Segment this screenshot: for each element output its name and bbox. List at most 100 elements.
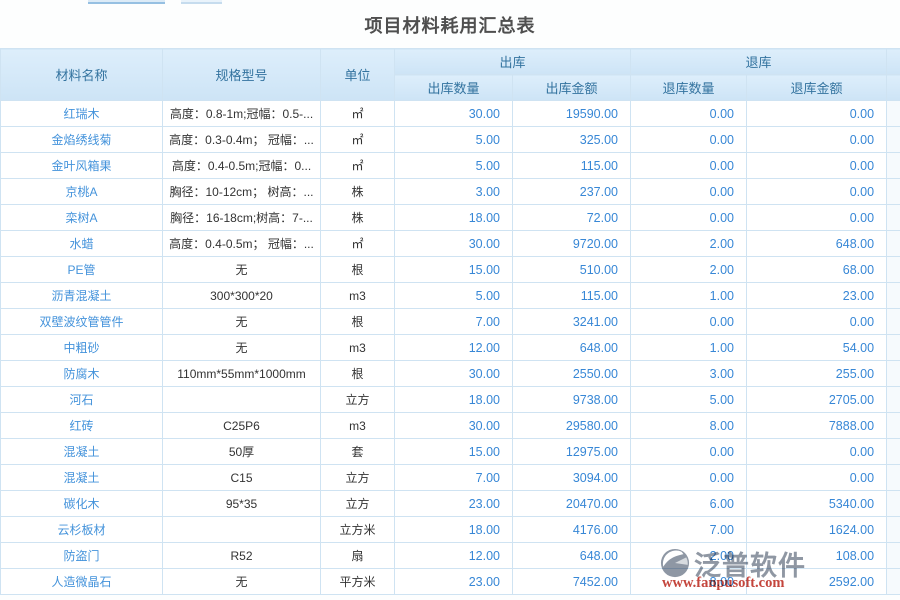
- table-row: 云杉板材 立方米 18.00 4176.00 7.00 1624.00: [0, 516, 900, 543]
- column-header-spec: 规格型号: [162, 48, 321, 101]
- table-row: 栾树A 胸径：16-18cm;树高：7-... 株 18.00 72.00 0.…: [0, 204, 900, 231]
- outbound-amount-cell: 9720.00: [511, 230, 632, 257]
- column-header-return-amount: 退库金额: [746, 74, 888, 101]
- material-summary-table: 材料名称 规格型号 单位 出库 退库 出库数量 出库金额 退库数量 退库金额 红…: [0, 48, 900, 595]
- return-amount-cell: 23.00: [746, 282, 888, 309]
- return-qty-cell: 0.00: [630, 308, 748, 335]
- return-amount-cell: 108.00: [746, 542, 888, 569]
- extra-cut-cell: [886, 178, 900, 205]
- column-header-extra-cut: [886, 48, 900, 75]
- extra-cut-cell: [886, 152, 900, 179]
- outbound-qty-cell: 12.00: [394, 334, 513, 361]
- unit-cell: ㎡: [320, 100, 395, 127]
- outbound-qty-cell: 23.00: [394, 490, 513, 517]
- table-row: 京桃A 胸径：10-12cm； 树高：... 株 3.00 237.00 0.0…: [0, 178, 900, 205]
- material-name-link[interactable]: 混凝土: [0, 438, 163, 465]
- outbound-amount-cell: 3094.00: [511, 464, 632, 491]
- outbound-qty-cell: 7.00: [394, 308, 513, 335]
- column-group-outbound: 出库: [393, 48, 632, 75]
- column-header-extra-cut: [886, 74, 900, 101]
- return-qty-cell: 0.00: [630, 178, 748, 205]
- outbound-amount-cell: 20470.00: [511, 490, 632, 517]
- table-row: 红瑞木 高度：0.8-1m;冠幅：0.5-... ㎡ 30.00 19590.0…: [0, 100, 900, 127]
- return-amount-cell: 7888.00: [746, 412, 888, 439]
- material-name-link[interactable]: 碳化木: [0, 490, 163, 517]
- material-name-link[interactable]: 金叶风箱果: [0, 152, 163, 179]
- extra-cut-cell: [886, 516, 900, 543]
- outbound-amount-cell: 325.00: [511, 126, 632, 153]
- column-header-outbound-amount: 出库金额: [511, 74, 632, 101]
- extra-cut-cell: [886, 412, 900, 439]
- column-header-return-qty: 退库数量: [630, 74, 748, 101]
- outbound-qty-cell: 30.00: [394, 360, 513, 387]
- return-qty-cell: 0.00: [630, 438, 748, 465]
- material-name-link[interactable]: 金焰绣线菊: [0, 126, 163, 153]
- material-name-link[interactable]: PE管: [0, 256, 163, 283]
- outbound-qty-cell: 30.00: [394, 412, 513, 439]
- spec-cell: [162, 516, 321, 543]
- table-row: 红砖 C25P6 m3 30.00 29580.00 8.00 7888.00: [0, 412, 900, 439]
- material-name-link[interactable]: 沥青混凝土: [0, 282, 163, 309]
- spec-cell: 高度：0.4-0.5m;冠幅：0...: [162, 152, 321, 179]
- outbound-amount-cell: 19590.00: [511, 100, 632, 127]
- return-qty-cell: 0.00: [630, 464, 748, 491]
- outbound-qty-cell: 15.00: [394, 256, 513, 283]
- return-amount-cell: 0.00: [746, 204, 888, 231]
- material-name-link[interactable]: 水蜡: [0, 230, 163, 257]
- outbound-qty-cell: 7.00: [394, 464, 513, 491]
- extra-cut-cell: [886, 438, 900, 465]
- table-row: 人造微晶石 无 平方米 23.00 7452.00 8.00 2592.00: [0, 568, 900, 595]
- unit-cell: 立方: [320, 386, 395, 413]
- material-name-link[interactable]: 红砖: [0, 412, 163, 439]
- extra-cut-cell: [886, 126, 900, 153]
- extra-cut-cell: [886, 256, 900, 283]
- material-name-link[interactable]: 混凝土: [0, 464, 163, 491]
- spec-cell: 无: [162, 308, 321, 335]
- table-row: 防腐木 110mm*55mm*1000mm 根 30.00 2550.00 3.…: [0, 360, 900, 387]
- table-row: 中粗砂 无 m3 12.00 648.00 1.00 54.00: [0, 334, 900, 361]
- outbound-qty-cell: 18.00: [394, 386, 513, 413]
- table-row: 双壁波纹管管件 无 根 7.00 3241.00 0.00 0.00: [0, 308, 900, 335]
- return-qty-cell: 0.00: [630, 126, 748, 153]
- table-row: 碳化木 95*35 立方 23.00 20470.00 6.00 5340.00: [0, 490, 900, 517]
- extra-cut-cell: [886, 568, 900, 595]
- outbound-qty-cell: 30.00: [394, 100, 513, 127]
- spec-cell: 高度：0.8-1m;冠幅：0.5-...: [162, 100, 321, 127]
- outbound-qty-cell: 5.00: [394, 126, 513, 153]
- return-amount-cell: 2592.00: [746, 568, 888, 595]
- toolbar-button-partial-1[interactable]: [88, 0, 165, 4]
- spec-cell: C25P6: [162, 412, 321, 439]
- toolbar-button-partial-2[interactable]: [181, 0, 222, 4]
- unit-cell: 平方米: [320, 568, 395, 595]
- material-name-link[interactable]: 京桃A: [0, 178, 163, 205]
- extra-cut-cell: [886, 230, 900, 257]
- material-name-link[interactable]: 栾树A: [0, 204, 163, 231]
- spec-cell: 50厚: [162, 438, 321, 465]
- return-qty-cell: 0.00: [630, 152, 748, 179]
- outbound-qty-cell: 18.00: [394, 204, 513, 231]
- unit-cell: 根: [320, 360, 395, 387]
- outbound-amount-cell: 2550.00: [511, 360, 632, 387]
- spec-cell: 300*300*20: [162, 282, 321, 309]
- return-qty-cell: 7.00: [630, 516, 748, 543]
- table-body: 红瑞木 高度：0.8-1m;冠幅：0.5-... ㎡ 30.00 19590.0…: [0, 100, 900, 595]
- outbound-qty-cell: 30.00: [394, 230, 513, 257]
- material-name-link[interactable]: 河石: [0, 386, 163, 413]
- return-qty-cell: 2.00: [630, 256, 748, 283]
- material-name-link[interactable]: 防盗门: [0, 542, 163, 569]
- outbound-amount-cell: 115.00: [511, 152, 632, 179]
- material-name-link[interactable]: 云杉板材: [0, 516, 163, 543]
- material-name-link[interactable]: 红瑞木: [0, 100, 163, 127]
- material-name-link[interactable]: 中粗砂: [0, 334, 163, 361]
- extra-cut-cell: [886, 490, 900, 517]
- material-name-link[interactable]: 人造微晶石: [0, 568, 163, 595]
- material-name-link[interactable]: 防腐木: [0, 360, 163, 387]
- material-name-link[interactable]: 双壁波纹管管件: [0, 308, 163, 335]
- unit-cell: 根: [320, 256, 395, 283]
- unit-cell: ㎡: [320, 152, 395, 179]
- return-qty-cell: 0.00: [630, 204, 748, 231]
- spec-cell: 胸径：16-18cm;树高：7-...: [162, 204, 321, 231]
- spec-cell: 胸径：10-12cm； 树高：...: [162, 178, 321, 205]
- extra-cut-cell: [886, 308, 900, 335]
- outbound-amount-cell: 29580.00: [511, 412, 632, 439]
